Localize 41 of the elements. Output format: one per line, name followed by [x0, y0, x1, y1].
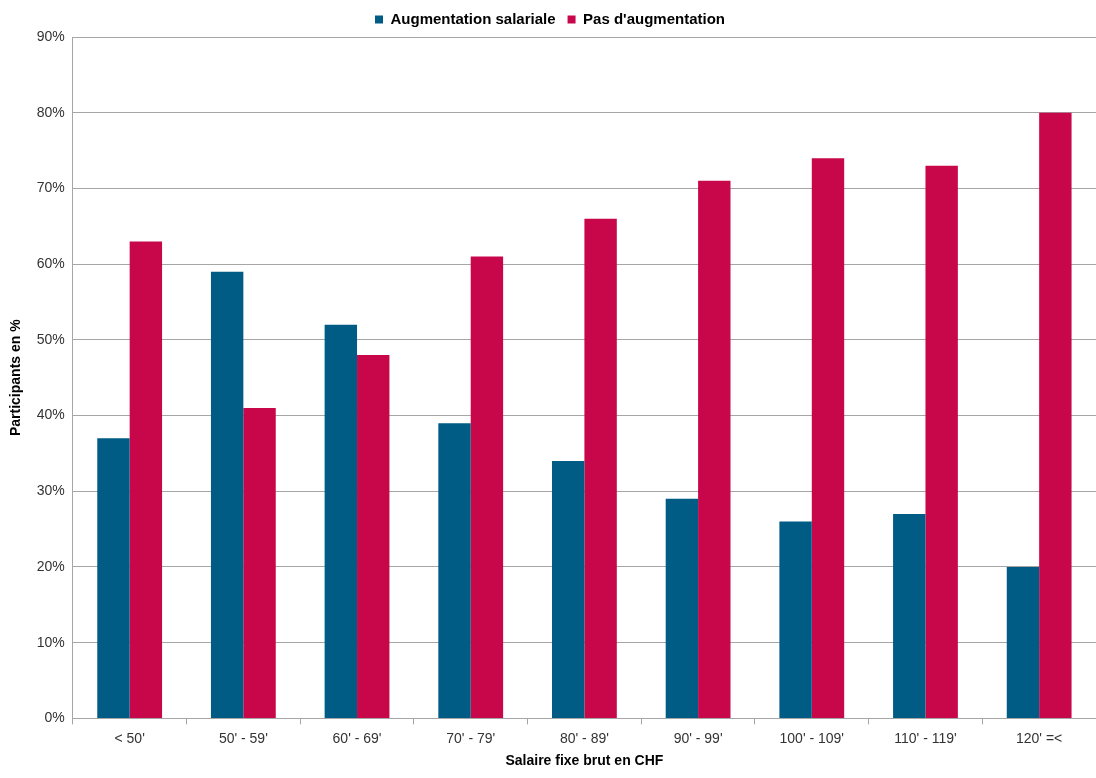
bar [1039, 112, 1072, 718]
legend-label: Pas d'augmentation [583, 9, 725, 27]
bar [470, 256, 504, 718]
y-tick-label: 40% [36, 406, 65, 423]
y-tick-label: 70% [36, 179, 65, 196]
y-tick-label: 0% [44, 709, 65, 726]
bar [698, 180, 731, 718]
bar [1006, 566, 1040, 718]
x-tick-label: < 50' [114, 729, 145, 746]
y-tick-label: 90% [36, 27, 65, 44]
bar [243, 407, 276, 718]
bar [779, 521, 812, 718]
bar [893, 513, 926, 718]
y-tick-label: 60% [36, 254, 65, 271]
x-tick-label: 90' - 99' [673, 729, 723, 746]
bar [324, 324, 358, 718]
bar [665, 498, 699, 718]
x-tick-label: 110' - 119' [894, 729, 957, 746]
x-axis-title: Salaire fixe brut en CHF [505, 752, 664, 769]
y-tick-label: 80% [36, 103, 65, 120]
bar [552, 460, 585, 718]
x-tick-label: 100' - 109' [779, 729, 845, 746]
bar [97, 438, 130, 718]
x-tick-label: 50' - 59' [218, 729, 268, 746]
legend-label: Augmentation salariale [390, 9, 556, 27]
y-axis-title: Participants en % [7, 318, 24, 437]
x-tick-label: 80' - 89' [559, 729, 609, 746]
y-tick-label: 10% [36, 633, 65, 650]
bar [129, 241, 163, 718]
bar [811, 158, 845, 718]
y-tick-label: 20% [36, 557, 65, 574]
bar [925, 165, 958, 718]
x-tick-label: 70' - 79' [446, 729, 496, 746]
x-tick-label: 120' =< [1016, 729, 1063, 746]
bar [584, 218, 617, 718]
y-tick-label: 30% [36, 482, 65, 499]
bar [438, 423, 471, 718]
bar [210, 271, 244, 718]
x-tick-label: 60' - 69' [332, 729, 382, 746]
y-tick-label: 50% [36, 330, 65, 347]
bar [357, 354, 390, 718]
